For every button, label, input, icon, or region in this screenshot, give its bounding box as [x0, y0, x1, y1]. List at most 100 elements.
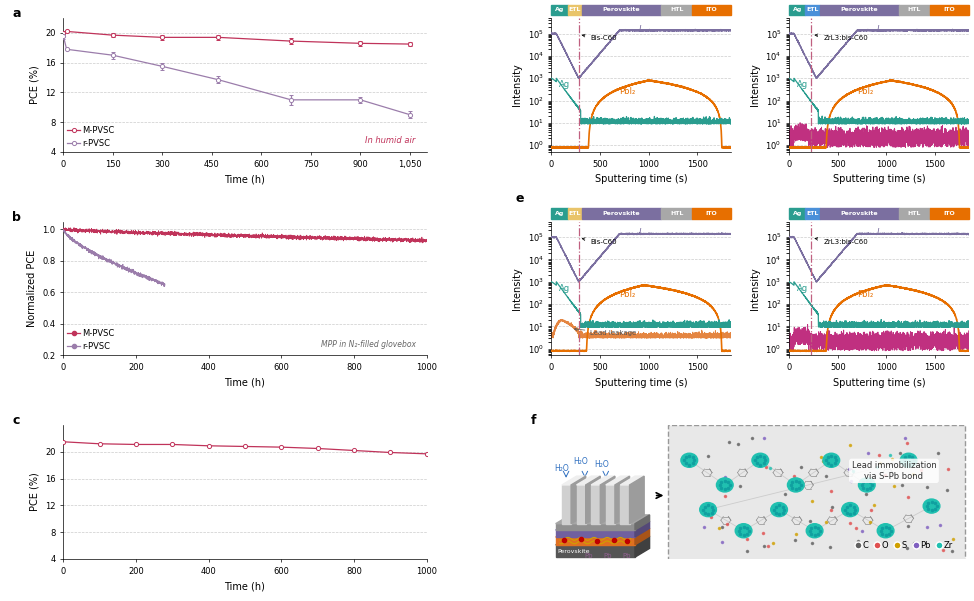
- Text: ETL: ETL: [806, 7, 819, 13]
- Polygon shape: [591, 476, 615, 485]
- Y-axis label: Intensity: Intensity: [750, 267, 760, 310]
- Polygon shape: [635, 528, 650, 545]
- X-axis label: Sputtering time (s): Sputtering time (s): [595, 174, 688, 184]
- Text: e: e: [515, 192, 524, 205]
- Text: Ag: Ag: [555, 7, 564, 13]
- X-axis label: Sputtering time (s): Sputtering time (s): [833, 174, 925, 184]
- Bar: [582, 5, 661, 16]
- Text: Ag: Ag: [555, 211, 564, 216]
- Polygon shape: [555, 515, 650, 523]
- Polygon shape: [635, 521, 650, 537]
- Bar: [899, 208, 929, 219]
- Text: Perovskite: Perovskite: [841, 7, 879, 13]
- Polygon shape: [635, 515, 650, 530]
- Circle shape: [823, 453, 840, 468]
- Text: HTL: HTL: [670, 211, 684, 216]
- Text: Zr: Zr: [804, 336, 812, 345]
- Polygon shape: [620, 485, 629, 523]
- Text: ZrL3:bis-C60: ZrL3:bis-C60: [556, 529, 590, 534]
- Text: Pb: Pb: [604, 554, 612, 559]
- Text: d: d: [515, 0, 524, 2]
- Text: Bis-C60: Bis-C60: [582, 34, 617, 41]
- Text: f: f: [531, 414, 536, 427]
- Text: In humid air: In humid air: [365, 136, 416, 145]
- Polygon shape: [591, 485, 600, 523]
- Circle shape: [717, 478, 733, 492]
- Bar: [661, 5, 692, 16]
- Text: Ag: Ag: [797, 80, 808, 89]
- Polygon shape: [555, 530, 635, 537]
- Text: ZrL3:bis-C60: ZrL3:bis-C60: [815, 34, 868, 41]
- Polygon shape: [615, 476, 629, 523]
- Polygon shape: [585, 476, 600, 523]
- Text: Ag: Ag: [559, 284, 571, 293]
- Text: HTL: HTL: [908, 7, 920, 13]
- Text: ITO: ITO: [944, 211, 955, 216]
- Polygon shape: [606, 485, 615, 523]
- Circle shape: [699, 502, 717, 517]
- Text: PbI₂: PbI₂: [857, 290, 874, 299]
- Y-axis label: Intensity: Intensity: [512, 64, 522, 106]
- X-axis label: Time (h): Time (h): [224, 377, 265, 388]
- Polygon shape: [629, 476, 644, 523]
- Polygon shape: [600, 476, 615, 523]
- Text: HTL: HTL: [908, 211, 920, 216]
- Text: Lead leakage: Lead leakage: [575, 328, 637, 337]
- Y-axis label: Intensity: Intensity: [512, 267, 522, 310]
- Text: H₂O: H₂O: [594, 460, 609, 469]
- Text: Pb: Pb: [584, 554, 593, 559]
- Text: Ag: Ag: [797, 284, 808, 293]
- Text: Bis-C60: Bis-C60: [582, 238, 617, 245]
- Text: HTL: HTL: [670, 7, 684, 13]
- Circle shape: [900, 453, 917, 468]
- FancyBboxPatch shape: [668, 425, 965, 561]
- Bar: [805, 208, 820, 219]
- Text: ETL: ETL: [569, 211, 581, 216]
- Bar: [899, 5, 929, 16]
- Text: ETL: ETL: [569, 7, 581, 13]
- Text: PbI₂: PbI₂: [619, 290, 636, 299]
- Polygon shape: [620, 476, 644, 485]
- Bar: [551, 5, 568, 16]
- Text: ETL: ETL: [806, 211, 819, 216]
- Bar: [551, 208, 568, 219]
- Bar: [805, 5, 820, 16]
- Polygon shape: [555, 537, 635, 545]
- Text: I: I: [639, 25, 642, 34]
- Text: Perovskite: Perovskite: [603, 211, 641, 216]
- Text: PbI₂: PbI₂: [619, 87, 636, 96]
- Text: ZrL3:bis-C60: ZrL3:bis-C60: [815, 237, 868, 245]
- Text: H₂O: H₂O: [554, 464, 569, 473]
- Circle shape: [735, 523, 752, 538]
- Circle shape: [752, 453, 768, 468]
- Bar: [661, 208, 692, 219]
- Polygon shape: [555, 523, 635, 530]
- Text: PbI₂: PbI₂: [857, 87, 874, 96]
- X-axis label: Time (h): Time (h): [224, 581, 265, 591]
- Circle shape: [923, 499, 940, 513]
- Polygon shape: [577, 476, 600, 485]
- Circle shape: [770, 502, 787, 517]
- Bar: [568, 208, 582, 219]
- Legend: C, O, S, Pb, Zr: C, O, S, Pb, Zr: [852, 538, 956, 554]
- Polygon shape: [635, 536, 650, 557]
- Circle shape: [806, 523, 823, 538]
- Text: Ag: Ag: [793, 211, 802, 216]
- X-axis label: Sputtering time (s): Sputtering time (s): [833, 377, 925, 388]
- Text: I: I: [877, 228, 880, 237]
- Text: Perovskite: Perovskite: [558, 549, 590, 554]
- Polygon shape: [555, 545, 635, 557]
- Text: ITO: ITO: [944, 7, 955, 13]
- Text: I: I: [639, 228, 642, 237]
- Bar: [568, 5, 582, 16]
- Polygon shape: [606, 476, 629, 485]
- Polygon shape: [555, 528, 650, 537]
- Text: ITO: ITO: [706, 211, 718, 216]
- Polygon shape: [571, 476, 585, 523]
- Text: Zr: Zr: [804, 132, 812, 141]
- Circle shape: [842, 502, 858, 517]
- Text: a: a: [13, 7, 21, 20]
- Text: I: I: [877, 25, 880, 34]
- Text: H₂O: H₂O: [574, 457, 588, 466]
- Text: Ag: Ag: [793, 7, 802, 13]
